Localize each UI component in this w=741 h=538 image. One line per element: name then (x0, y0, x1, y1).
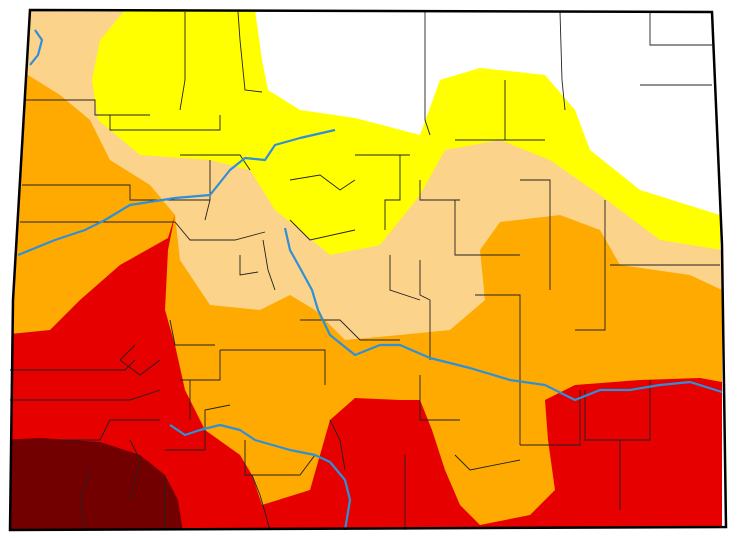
county-lines (10, 11, 720, 531)
rio-grande (169, 423, 352, 531)
north-river (29, 29, 44, 66)
drought-d3-area (10, 215, 722, 530)
rivers (17, 29, 723, 531)
drought-layers (10, 10, 722, 530)
colorado-river (17, 128, 336, 257)
state-border (8, 8, 728, 532)
arkansas-river (283, 227, 723, 402)
